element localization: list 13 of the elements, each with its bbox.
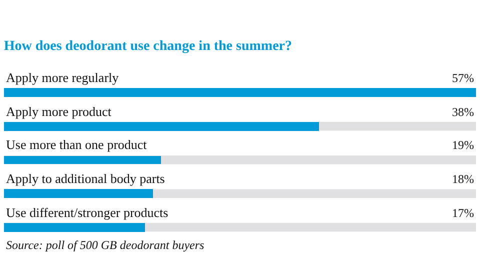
y-tick-label: Apply more product <box>6 104 112 119</box>
data-label: 17% <box>452 206 474 220</box>
y-tick-label: Use different/stronger products <box>6 205 168 220</box>
source-note: Source: poll of 500 GB deodorant buyers <box>6 238 205 252</box>
data-label: 57% <box>452 71 474 85</box>
data-label: 18% <box>452 172 474 186</box>
y-tick-label: Apply to additional body parts <box>6 171 165 186</box>
bar <box>4 223 145 232</box>
y-tick-label: Apply more regularly <box>6 70 120 85</box>
data-label: 19% <box>452 138 474 152</box>
data-label: 38% <box>452 105 474 119</box>
chart-title: How does deodorant use change in the summer? <box>4 38 292 54</box>
y-tick-label: Use more than one product <box>6 137 148 152</box>
